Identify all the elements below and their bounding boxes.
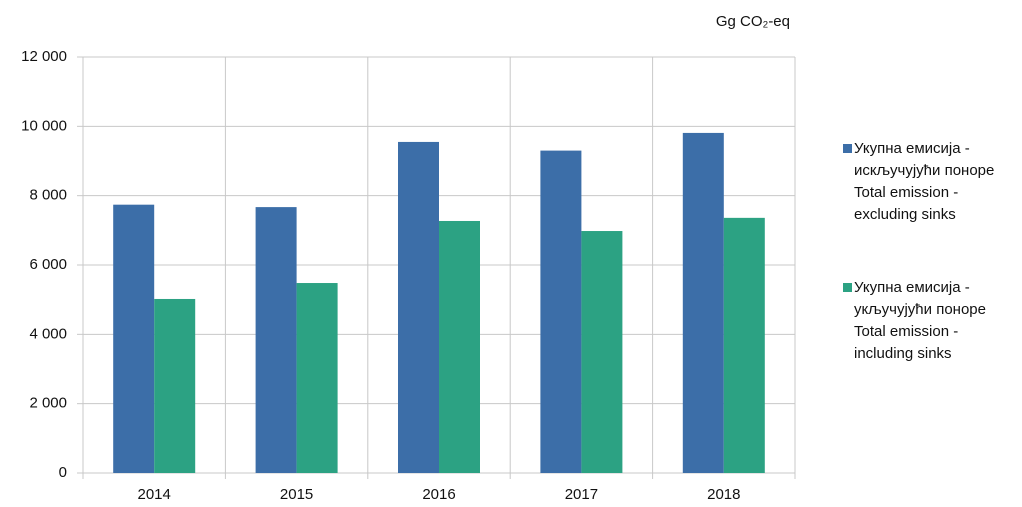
y-tick-label: 4 000: [29, 325, 67, 342]
x-tick-label: 2017: [565, 486, 598, 503]
bar: [723, 217, 765, 473]
bar: [540, 150, 582, 473]
bar: [154, 298, 196, 473]
bar: [398, 141, 439, 473]
legend-line: Total emission -: [854, 184, 958, 201]
legend-label: Укупна емисија - укључујући поноре Total e…: [854, 279, 986, 362]
bar: [113, 204, 155, 473]
y-tick-label: 8 000: [29, 187, 67, 204]
x-tick-label: 2018: [707, 486, 740, 503]
legend-line: including sinks: [854, 345, 952, 362]
y-tick-label: 2 000: [29, 395, 67, 412]
axis-unit-label: Gg CO₂-eq: [716, 13, 790, 30]
legend-line: искључујући поноре: [854, 162, 994, 179]
legend-line: excluding sinks: [854, 206, 956, 223]
legend-line: укључујући поноре: [854, 301, 986, 318]
legend-line: Укупна емисија -: [854, 279, 970, 296]
bar: [255, 207, 297, 473]
y-tick-label: 6 000: [29, 256, 67, 273]
bar: [296, 283, 338, 473]
legend-line: Total emission -: [854, 323, 958, 340]
x-tick-label: 2014: [138, 486, 171, 503]
bar: [682, 132, 724, 474]
legend-line: Укупна емисија -: [854, 140, 970, 157]
y-tick-label: 0: [59, 464, 67, 481]
bar: [581, 231, 623, 473]
legend-label: Укупна емисија - искључујући поноре Total …: [854, 140, 994, 223]
x-tick-label: 2015: [280, 486, 313, 503]
x-tick-label: 2016: [422, 486, 455, 503]
y-tick-label: 10 000: [21, 117, 67, 134]
bar: [439, 220, 480, 473]
y-tick-label: 12 000: [21, 48, 67, 65]
legend-swatch: [843, 144, 852, 153]
legend-swatch: [843, 283, 852, 292]
